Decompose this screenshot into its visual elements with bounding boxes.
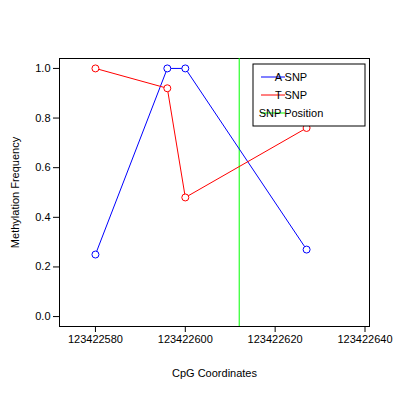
svg-text:0.6: 0.6 [35,161,50,173]
svg-text:0.4: 0.4 [35,211,50,223]
svg-text:123422640: 123422640 [337,333,392,345]
svg-text:SNP Position: SNP Position [259,107,324,119]
svg-text:123422600: 123422600 [158,333,213,345]
svg-text:A SNP: A SNP [275,71,307,83]
svg-text:123422620: 123422620 [248,333,303,345]
svg-text:1.0: 1.0 [35,62,50,74]
svg-text:CpG Coordinates: CpG Coordinates [172,367,257,379]
svg-text:0.0: 0.0 [35,310,50,322]
svg-text:0.2: 0.2 [35,260,50,272]
svg-text:0.8: 0.8 [35,112,50,124]
svg-text:Methylation Frequency: Methylation Frequency [9,136,21,248]
svg-text:T SNP: T SNP [275,89,307,101]
svg-text:123422580: 123422580 [68,333,123,345]
